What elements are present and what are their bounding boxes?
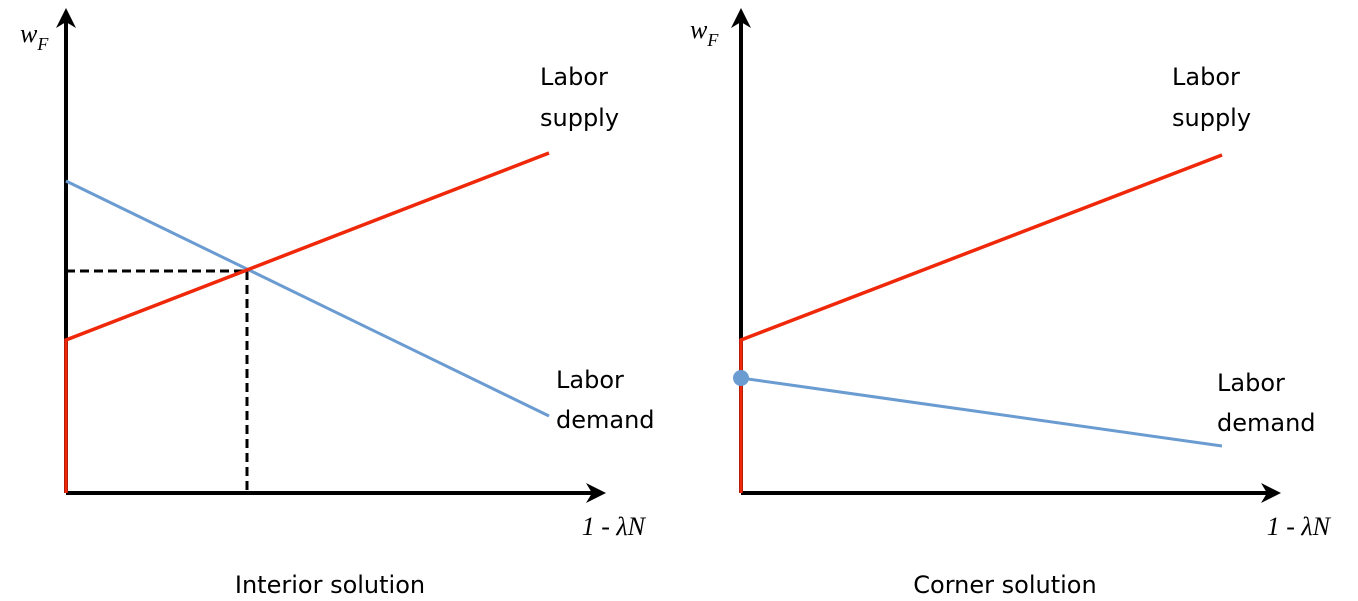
y-axis-label: wF — [690, 15, 719, 50]
supply-label: Labor — [540, 63, 608, 91]
x-axis-label: 1 - λN — [1267, 512, 1332, 541]
demand-label: demand — [1217, 409, 1316, 437]
supply-label: Labor — [1172, 63, 1240, 91]
corner-point — [733, 370, 749, 386]
y-label-sub: F — [706, 30, 719, 50]
y-axis-label: wF — [20, 19, 49, 54]
supply-label: supply — [1172, 104, 1251, 132]
caption: Interior solution — [235, 571, 425, 599]
demand-label: demand — [556, 406, 655, 434]
supply-line — [64, 151, 550, 493]
demand-label: Labor — [556, 366, 624, 394]
demand-line — [740, 376, 1223, 448]
corner-panel: wF 1 - λN Labor supply Labor demand Corn… — [690, 8, 1332, 599]
supply-label: supply — [540, 104, 619, 132]
y-label-sub: F — [36, 34, 49, 54]
interior-panel: wF 1 - λN Labor supply Labor demand Inte… — [20, 8, 655, 599]
x-axis-label: 1 - λN — [582, 512, 647, 541]
demand-line — [65, 179, 550, 418]
demand-label: Labor — [1217, 369, 1285, 397]
caption: Corner solution — [913, 571, 1096, 599]
y-label-main: w — [20, 19, 38, 48]
supply-line — [739, 153, 1223, 493]
y-label-main: w — [690, 15, 708, 44]
